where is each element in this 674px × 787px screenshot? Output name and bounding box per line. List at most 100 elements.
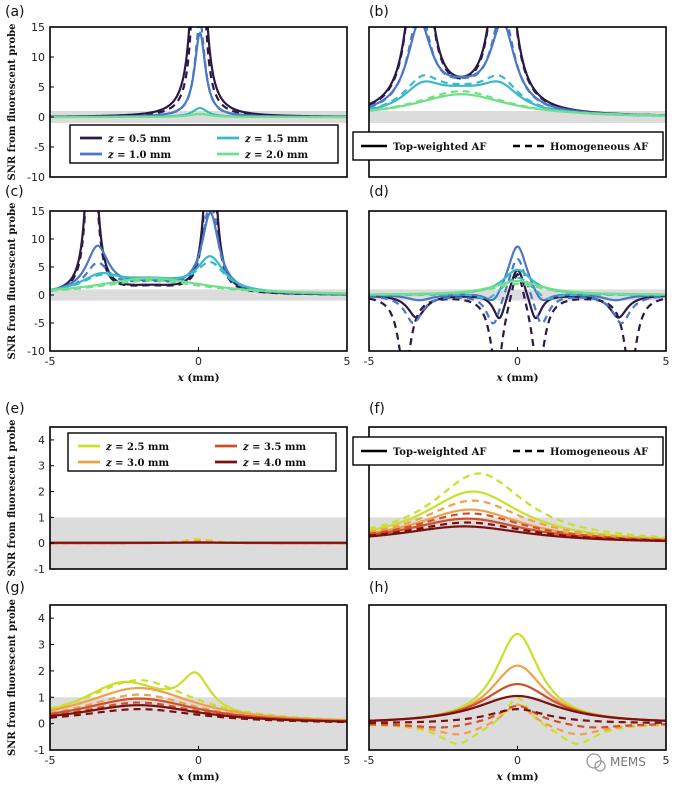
panel-label: (f)	[369, 401, 385, 417]
series-c-1	[50, 211, 347, 296]
series-g-6	[50, 704, 347, 723]
panel-g: -1 0 1 2 3 4 -5 0 5 x (mm) SNR from fluorescent pr…	[5, 580, 351, 783]
ytick-label: 1	[38, 691, 45, 704]
series-group	[369, 27, 666, 117]
series-group	[369, 472, 666, 543]
y-axis-label: SNR from fluorescent probe	[7, 23, 18, 180]
series-a-5	[50, 112, 347, 119]
ytick-label: -10	[27, 171, 45, 184]
legend-label-solid: Top-weighted AF	[393, 142, 486, 153]
series-group	[50, 27, 347, 119]
ytick-label: 0	[38, 111, 45, 124]
xtick-label: 5	[344, 355, 351, 368]
series-group	[50, 538, 347, 545]
series-a-2	[50, 31, 347, 118]
series-group	[50, 211, 347, 296]
y-axis-label: SNR from fluorescent probe	[7, 419, 18, 576]
legend-box	[69, 124, 339, 164]
y-axis-label: SNR from fluorescent probe	[7, 202, 18, 359]
legend-af-top: Top-weighted AF Homogeneous AF	[352, 131, 664, 161]
legend-top-z: z = 0.5 mm z = 1.5 mm z = 1.0 mm z = 2.0 mm	[69, 124, 339, 164]
legend-label: z = 1.0 mm	[107, 150, 171, 161]
ytick-label: 0	[38, 537, 45, 550]
series-c-4	[50, 255, 347, 295]
series-f-5	[369, 517, 666, 542]
series-f-0	[369, 472, 666, 539]
xtick-label: 0	[514, 754, 521, 767]
noise-band	[369, 697, 666, 750]
series-group	[369, 245, 666, 351]
x-axis-label: x (mm)	[176, 372, 219, 384]
series-d-2	[369, 245, 666, 302]
ytick-label: 10	[31, 233, 45, 246]
series-h-5	[369, 704, 666, 729]
noise-band	[50, 289, 347, 301]
xtick-label: 0	[195, 355, 202, 368]
xtick-label: 5	[663, 355, 670, 368]
xtick-label: -5	[364, 754, 375, 767]
noise-band	[50, 697, 347, 750]
legend-label-dashed: Homogeneous AF	[550, 142, 648, 153]
legend-label: z = 3.5 mm	[242, 442, 306, 453]
panel-e: -1 0 1 2 3 4 SNR from fluorescent probe (e)	[5, 401, 348, 577]
panel-label: (h)	[369, 580, 389, 596]
series-g-5	[50, 701, 347, 723]
legend-label: z = 4.0 mm	[242, 458, 306, 469]
ytick-label: 2	[38, 486, 45, 499]
panel-f: (f)	[368, 401, 667, 570]
ytick-label: -5	[34, 141, 45, 154]
ytick-label: -1	[34, 563, 45, 576]
noise-band	[369, 289, 666, 301]
plot-frame	[368, 426, 667, 570]
legend-label: z = 3.0 mm	[105, 458, 169, 469]
ytick-label: 3	[38, 460, 45, 473]
legend-af-bottom: Top-weighted AF Homogeneous AF	[352, 436, 664, 466]
series-h-6	[369, 694, 666, 722]
series-f-2	[369, 499, 666, 541]
series-b-3	[369, 27, 666, 117]
panel-b: (b)	[368, 4, 667, 178]
series-g-7	[50, 708, 347, 724]
series-h-3	[369, 703, 666, 736]
ytick-label: 10	[31, 51, 45, 64]
legend-bottom-z: z = 2.5 mm z = 3.5 mm z = 3.0 mm z = 4.0 mm	[67, 432, 337, 472]
series-f-6	[369, 521, 666, 542]
panel-label: (g)	[5, 580, 25, 596]
series-c-2	[50, 211, 347, 296]
panel-label: (d)	[369, 184, 389, 200]
ytick-label: -5	[34, 317, 45, 330]
series-a-0	[50, 27, 347, 118]
xtick-label: 5	[663, 754, 670, 767]
panel-label: (e)	[5, 401, 25, 417]
series-b-5	[369, 74, 666, 117]
ytick-label: 4	[38, 434, 45, 447]
series-d-3	[369, 257, 666, 325]
series-b-7	[369, 90, 666, 117]
series-b-0	[369, 27, 666, 117]
panel-label: (a)	[5, 4, 25, 20]
ytick-label: 5	[38, 261, 45, 274]
series-a-1	[50, 27, 347, 118]
plot-frame	[49, 26, 348, 178]
noise-band	[50, 111, 347, 123]
series-h-1	[369, 696, 666, 745]
series-group	[369, 632, 666, 745]
noise-band	[369, 517, 666, 569]
xtick-label: 5	[344, 754, 351, 767]
x-axis-label: x (mm)	[176, 771, 219, 783]
series-a-3	[50, 27, 347, 118]
watermark-text: MEMS	[610, 755, 646, 769]
series-c-7	[50, 279, 347, 295]
ytick-label: 5	[38, 81, 45, 94]
legend-label-solid: Top-weighted AF	[393, 447, 486, 458]
series-h-7	[369, 708, 666, 724]
series-c-6	[50, 277, 347, 295]
ytick-label: 15	[31, 205, 45, 218]
ytick-label: 3	[38, 639, 45, 652]
legend-box	[352, 436, 664, 466]
watermark: MEMS	[586, 753, 646, 772]
panel-a: -10 -5 0 5 10 15 SNR from fluorescent probe (a)	[5, 4, 348, 184]
legend-box	[67, 432, 337, 472]
